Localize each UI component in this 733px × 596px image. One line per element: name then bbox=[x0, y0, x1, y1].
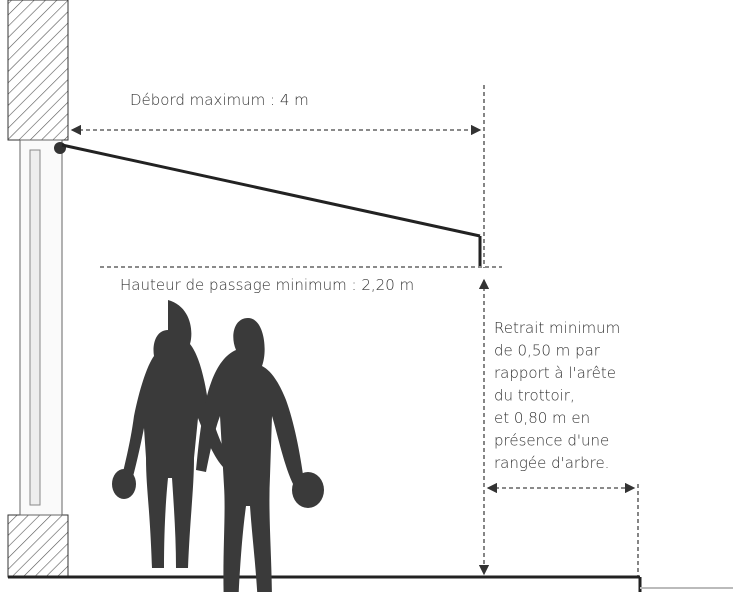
diagram: Débord maximum : 4 m Hauteur de passage … bbox=[0, 0, 733, 592]
bag-left bbox=[112, 469, 136, 499]
setback-line: rapport à l'arête bbox=[494, 364, 616, 382]
setback-line: présence d'une bbox=[494, 432, 609, 450]
people bbox=[112, 300, 324, 592]
bag-right bbox=[292, 472, 324, 508]
window-frame-inner bbox=[30, 150, 40, 505]
setback-line: et 0,80 m en bbox=[494, 409, 590, 427]
wall-top bbox=[8, 0, 68, 140]
page: {"labels": { "overhang": "Débord maximum… bbox=[0, 0, 733, 592]
setback-line: rangée d'arbre. bbox=[494, 454, 609, 472]
setback-line: de 0,50 m par bbox=[494, 342, 601, 360]
setback-line: du trottoir, bbox=[494, 387, 575, 405]
awning-roller bbox=[54, 142, 66, 154]
awning bbox=[62, 145, 480, 236]
setback-line: Retrait minimum bbox=[494, 319, 620, 337]
setback-label: Retrait minimum de 0,50 m par rapport à l'… bbox=[494, 319, 620, 472]
clearance-label: Hauteur de passage minimum : 2,20 m bbox=[120, 276, 414, 294]
overhang-label: Débord maximum : 4 m bbox=[130, 91, 309, 109]
man bbox=[196, 318, 304, 592]
window-frame bbox=[20, 140, 62, 515]
wall-bottom bbox=[8, 515, 68, 577]
